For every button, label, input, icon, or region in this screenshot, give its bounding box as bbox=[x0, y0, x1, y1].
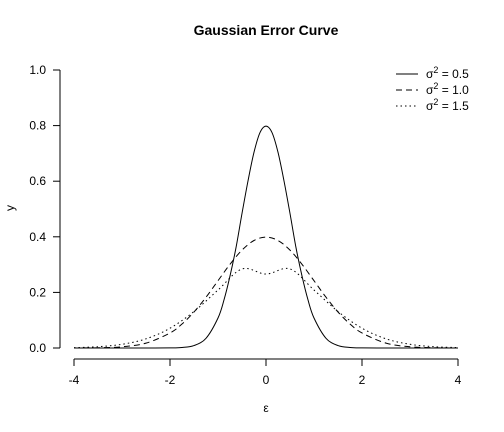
x-tick-label: -2 bbox=[165, 373, 176, 387]
legend-label-2: σ2 = 1.0 bbox=[426, 81, 469, 97]
x-tick-label: 0 bbox=[263, 373, 270, 387]
plot-area bbox=[73, 125, 459, 349]
y-tick-label: 0.0 bbox=[29, 341, 46, 355]
y-axis: 0.0 0.2 0.4 0.6 0.8 1.0 bbox=[29, 63, 61, 355]
series-line-3 bbox=[73, 267, 459, 349]
x-tick-label: 2 bbox=[359, 373, 366, 387]
legend: σ2 = 0.5σ2 = 1.0σ2 = 1.5 bbox=[396, 65, 469, 113]
series-group bbox=[73, 125, 459, 349]
y-tick-label: 0.6 bbox=[29, 174, 46, 188]
series-line-1 bbox=[74, 125, 458, 349]
x-axis: -4 -2 0 2 4 bbox=[69, 358, 462, 387]
x-axis-label: ε bbox=[263, 401, 269, 415]
legend-label-1: σ2 = 0.5 bbox=[426, 65, 469, 81]
series-line-2 bbox=[73, 236, 459, 349]
y-tick-label: 0.4 bbox=[29, 230, 46, 244]
y-axis-label: y bbox=[3, 205, 17, 211]
y-tick-label: 0.2 bbox=[29, 285, 46, 299]
chart-title: Gaussian Error Curve bbox=[194, 22, 339, 38]
x-tick-label: 4 bbox=[455, 373, 462, 387]
y-tick-label: 0.8 bbox=[29, 119, 46, 133]
y-tick-label: 1.0 bbox=[29, 63, 46, 77]
x-tick-label: -4 bbox=[69, 373, 80, 387]
legend-label-3: σ2 = 1.5 bbox=[426, 97, 469, 113]
